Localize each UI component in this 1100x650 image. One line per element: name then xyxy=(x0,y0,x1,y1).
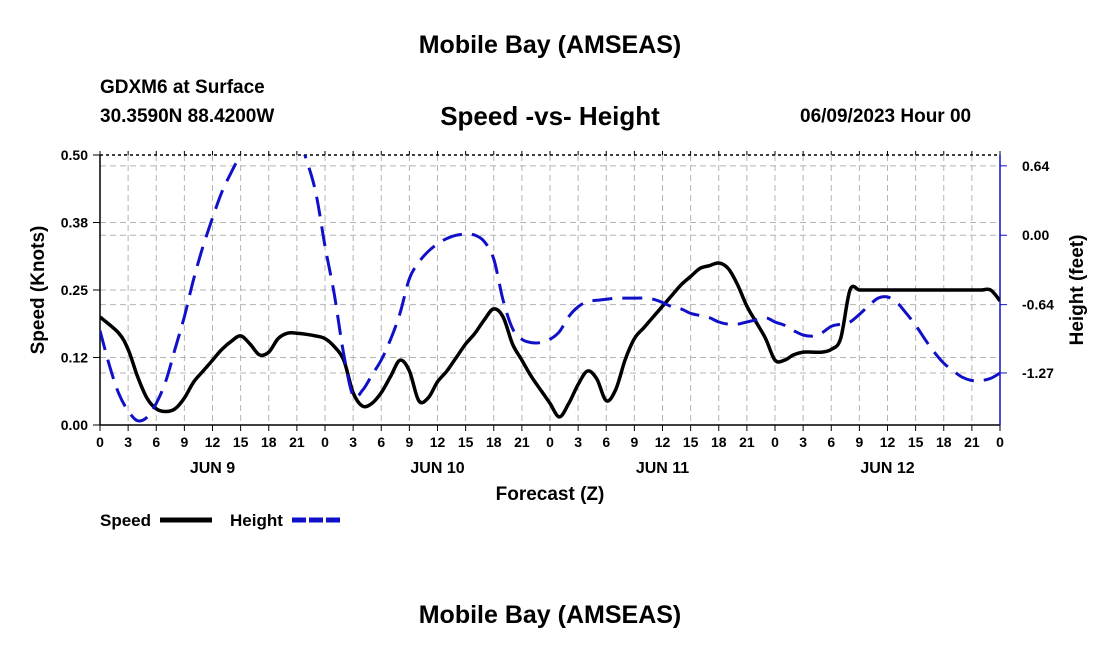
station-label: GDXM6 at Surface xyxy=(100,77,265,98)
y-tick-label: 0.12 xyxy=(61,350,88,366)
axes-layer xyxy=(93,151,1007,431)
x-tick-label: 3 xyxy=(574,434,582,450)
legend-height-label: Height xyxy=(230,511,283,530)
y2-axis-title: Height (feet) xyxy=(1067,235,1088,346)
x-tick-label: 6 xyxy=(602,434,610,450)
x-tick-label: 9 xyxy=(180,434,188,450)
x-tick-label: 9 xyxy=(630,434,638,450)
y2-tick-label: 0.00 xyxy=(1022,227,1049,243)
x-tick-label: 21 xyxy=(514,434,530,450)
x-tick-label: 6 xyxy=(152,434,160,450)
x-tick-label: 12 xyxy=(655,434,671,450)
coordinates-label: 30.3590N 88.4200W xyxy=(100,106,275,127)
day-label: JUN 9 xyxy=(190,460,235,477)
x-tick-label: 18 xyxy=(486,434,502,450)
x-tick-label: 0 xyxy=(546,434,554,450)
y-tick-label: 0.25 xyxy=(61,282,88,298)
x-tick-label: 3 xyxy=(349,434,357,450)
legend-layer: Speed Height xyxy=(100,511,342,530)
day-label: JUN 10 xyxy=(410,460,464,477)
x-tick-label: 9 xyxy=(855,434,863,450)
x-tick-label: 21 xyxy=(964,434,980,450)
x-tick-label: 6 xyxy=(827,434,835,450)
x-tick-label: 18 xyxy=(711,434,727,450)
bottom-title: Mobile Bay (AMSEAS) xyxy=(418,601,682,629)
series-layer xyxy=(100,155,1000,423)
chart-title: Speed -vs- Height xyxy=(440,101,660,131)
y-tick-label: 0.38 xyxy=(61,215,88,231)
x-tick-label: 9 xyxy=(405,434,413,450)
x-tick-label: 15 xyxy=(458,434,474,450)
x-tick-label: 6 xyxy=(377,434,385,450)
y-axis-title: Speed (Knots) xyxy=(28,226,49,355)
x-tick-label: 21 xyxy=(289,434,305,450)
speed-height-chart: 0 3 6 9 12 15 18 21 0 3 6 9 12 15 18 21 0 3 6 9 12 15 18 21 0 3 6 9… xyxy=(28,147,1088,530)
x-tick-label: 18 xyxy=(936,434,952,450)
main-title: Mobile Bay (AMSEAS) xyxy=(418,31,682,59)
x-tick-label: 12 xyxy=(205,434,221,450)
x-tick-label: 3 xyxy=(799,434,807,450)
legend-speed-label: Speed xyxy=(100,511,151,530)
series-speed-line xyxy=(100,261,1000,419)
day-label: JUN 12 xyxy=(860,460,914,477)
y2-tick-label: -1.27 xyxy=(1022,365,1054,381)
x-tick-label: 15 xyxy=(683,434,699,450)
x-tick-label: 0 xyxy=(321,434,329,450)
x-tick-label: 15 xyxy=(908,434,924,450)
y-tick-label: 0.50 xyxy=(61,147,88,163)
day-label: JUN 11 xyxy=(636,460,689,477)
y2-tick-label: -0.64 xyxy=(1022,297,1054,313)
x-tick-label: 0 xyxy=(771,434,779,450)
x-tick-label: 0 xyxy=(96,434,104,450)
series-height-line xyxy=(100,155,1000,423)
x-tick-label: 12 xyxy=(430,434,446,450)
x-axis-title: Forecast (Z) xyxy=(496,484,605,505)
x-tick-label: 18 xyxy=(261,434,277,450)
x-tick-label: 15 xyxy=(233,434,249,450)
x-tick-label: 12 xyxy=(880,434,896,450)
x-tick-label: 21 xyxy=(739,434,755,450)
x-tick-label: 0 xyxy=(996,434,1004,450)
y-tick-label: 0.00 xyxy=(61,417,88,433)
y2-tick-label: 0.64 xyxy=(1022,158,1049,174)
x-tick-label: 3 xyxy=(124,434,132,450)
forecast-datetime: 06/09/2023 Hour 00 xyxy=(800,106,972,127)
labels-layer: 0 3 6 9 12 15 18 21 0 3 6 9 12 15 18 21 0 3 6 9 12 15 18 21 0 3 6 9… xyxy=(28,147,1088,505)
